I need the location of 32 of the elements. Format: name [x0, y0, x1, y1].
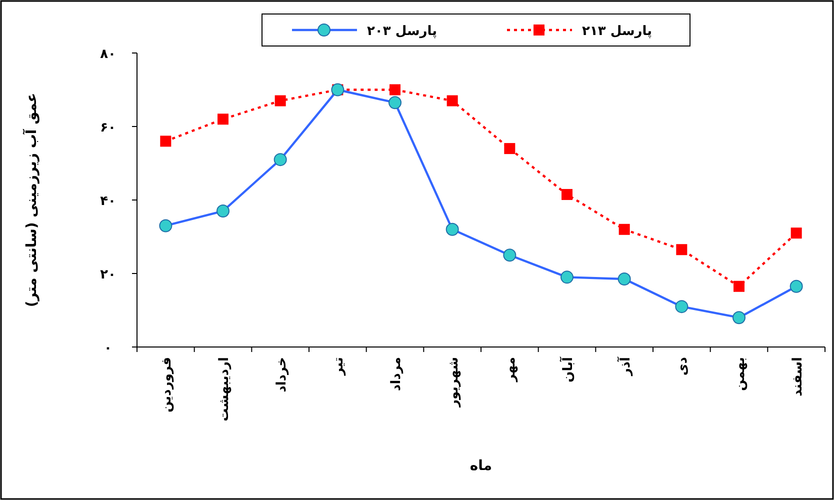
x-tick-label: بهمن — [733, 357, 748, 391]
point — [734, 280, 744, 292]
x-tick-label: آذر — [616, 356, 634, 377]
point — [274, 95, 286, 106]
y-tick-label: ۴۰ — [100, 194, 116, 209]
point — [504, 143, 516, 154]
legend-label: پارسل ۲۰۳ — [367, 24, 437, 39]
point — [676, 244, 688, 256]
y-tick-label: ۰ — [104, 341, 112, 356]
y-axis-title: عمق آب زیرزمینی (سانتی متر) — [22, 92, 40, 308]
x-tick-label: خرداد — [274, 357, 290, 392]
x-tick-label: تیر — [332, 357, 347, 376]
point — [218, 114, 228, 125]
x-tick-label: فروردین — [160, 357, 175, 412]
y-tick-label: ۶۰ — [100, 120, 116, 136]
x-tick-label: اردیبهشت — [217, 357, 232, 422]
x-tick-label: دی — [676, 356, 691, 376]
x-tick-label: اسفند — [790, 357, 806, 396]
y-tick-label: ۸۰ — [100, 47, 116, 62]
point — [160, 136, 172, 147]
point — [562, 188, 572, 200]
point — [618, 224, 630, 235]
point — [446, 95, 458, 106]
x-tick-label: مهر — [504, 357, 519, 383]
x-tick-label: مرداد — [389, 357, 404, 391]
x-tick-label: آبان — [559, 356, 576, 382]
x-tick-label: شهریور — [446, 357, 462, 408]
x-axis-title: ماه — [470, 458, 492, 474]
y-tick-label: ۲۰ — [100, 268, 116, 282]
point — [390, 84, 400, 96]
legend-label: پارسل ۲۱۳ — [582, 24, 652, 39]
point — [790, 228, 802, 239]
